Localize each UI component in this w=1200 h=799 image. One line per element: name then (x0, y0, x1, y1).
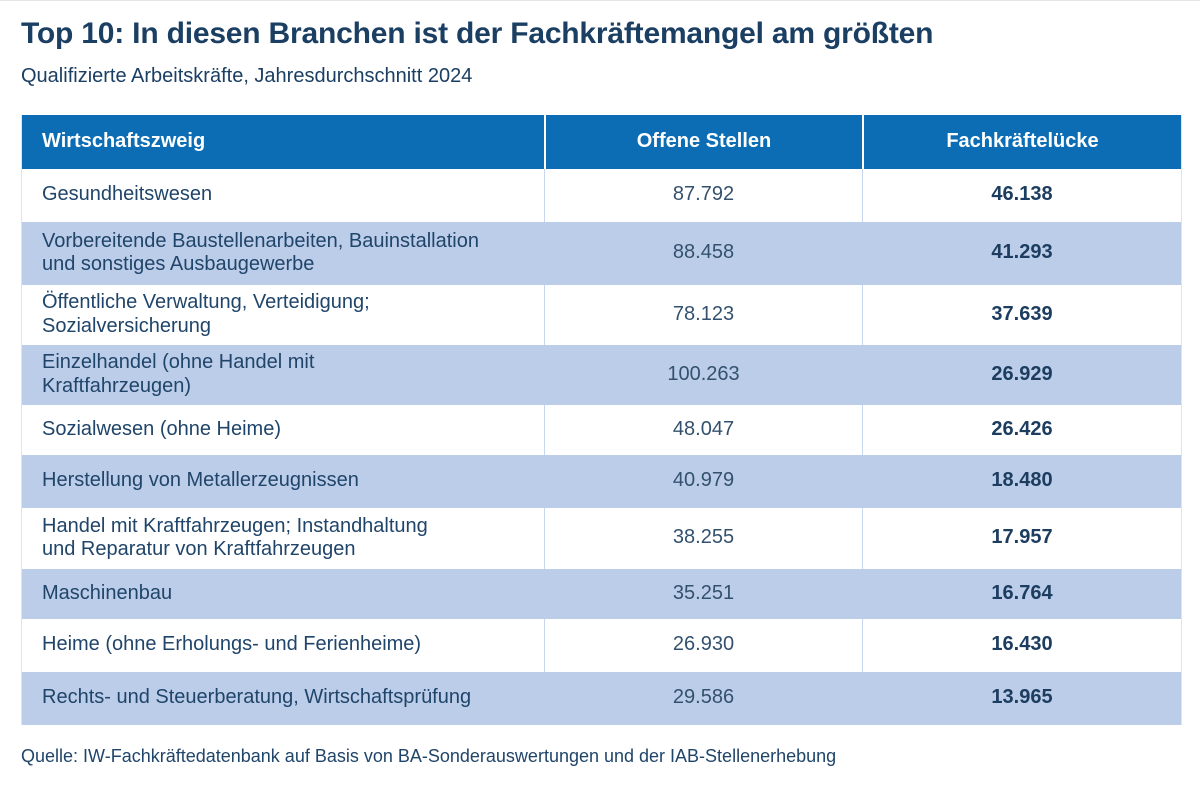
table-row: Sozialwesen (ohne Heime) 48.047 26.426 (22, 404, 1181, 455)
sector-cell: Gesundheitswesen (42, 183, 213, 206)
table-row: Heime (ohne Erholungs- und Ferienheime) … (22, 618, 1181, 672)
infographic-page: Top 10: In diesen Branchen ist der Fachk… (0, 1, 1200, 767)
sector-cell: Öffentliche Verwaltung, Verteidigung; So… (42, 291, 370, 337)
table-row: Rechts- und Steuerberatung, Wirtschaftsp… (22, 671, 1181, 725)
open-positions-cell: 88.458 (544, 221, 862, 285)
open-positions-cell: 87.792 (544, 168, 862, 222)
open-positions-cell: 26.930 (544, 618, 862, 672)
open-positions-cell: 100.263 (544, 344, 862, 405)
skills-gap-cell: 41.293 (862, 221, 1181, 285)
column-header-skills-gap: Fachkräftelücke (862, 114, 1181, 169)
sector-cell: Sozialwesen (ohne Heime) (42, 417, 282, 440)
table-row: Öffentliche Verwaltung, Verteidigung; So… (22, 284, 1181, 345)
table-row: Gesundheitswesen 87.792 46.138 (22, 168, 1181, 222)
sector-cell: Einzelhandel (ohne Handel mit Kraftfahrz… (22, 344, 544, 405)
skills-gap-cell: 37.639 (862, 284, 1181, 345)
sector-cell: Heime (ohne Erholungs- und Ferienheime) (42, 633, 422, 656)
table-header: Wirtschaftszweig Offene Stellen Fachkräf… (22, 114, 1181, 169)
open-positions-cell: 35.251 (544, 568, 862, 619)
table-body: Gesundheitswesen 87.792 46.138 Vorbereit… (22, 168, 1181, 725)
table-row: Vorbereitende Baustellenarbeiten, Bauins… (22, 221, 1181, 285)
skills-gap-cell: 13.965 (862, 671, 1181, 725)
table-row: Einzelhandel (ohne Handel mit Kraftfahrz… (22, 344, 1181, 405)
table-row: Herstellung von Metallerzeugnissen 40.97… (22, 454, 1181, 508)
source-note: Quelle: IW-Fachkräftedatenbank auf Basis… (21, 745, 837, 766)
table-row: Handel mit Kraftfahrzeugen; Instandhaltu… (22, 507, 1181, 569)
table-header-row: Wirtschaftszweig Offene Stellen Fachkräf… (22, 114, 1181, 169)
skills-gap-cell: 16.764 (862, 568, 1181, 619)
open-positions-cell: 29.586 (544, 671, 862, 725)
table-row: Maschinenbau 35.251 16.764 (22, 568, 1181, 619)
open-positions-cell: 78.123 (544, 284, 862, 345)
page-title: Top 10: In diesen Branchen ist der Fachk… (21, 17, 934, 50)
skills-gap-cell: 16.430 (862, 618, 1181, 672)
skills-gap-cell: 18.480 (862, 454, 1181, 508)
open-positions-cell: 38.255 (544, 507, 862, 569)
skills-gap-cell: 26.426 (862, 404, 1181, 455)
column-header-sector: Wirtschaftszweig (22, 114, 544, 169)
skills-gap-table: Wirtschaftszweig Offene Stellen Fachkräf… (21, 114, 1182, 725)
sector-cell: Vorbereitende Baustellenarbeiten, Bauins… (22, 221, 544, 285)
sector-cell: Rechts- und Steuerberatung, Wirtschaftsp… (22, 671, 544, 725)
skills-gap-cell: 46.138 (862, 168, 1181, 222)
sector-cell: Herstellung von Metallerzeugnissen (22, 454, 544, 508)
skills-gap-cell: 26.929 (862, 344, 1181, 405)
sector-cell: Handel mit Kraftfahrzeugen; Instandhaltu… (42, 514, 428, 560)
open-positions-cell: 40.979 (544, 454, 862, 508)
page-subtitle: Qualifizierte Arbeitskräfte, Jahresdurch… (21, 64, 473, 87)
skills-gap-cell: 17.957 (862, 507, 1181, 569)
open-positions-cell: 48.047 (544, 404, 862, 455)
sector-cell: Maschinenbau (22, 568, 544, 619)
column-header-open-positions: Offene Stellen (544, 114, 862, 169)
